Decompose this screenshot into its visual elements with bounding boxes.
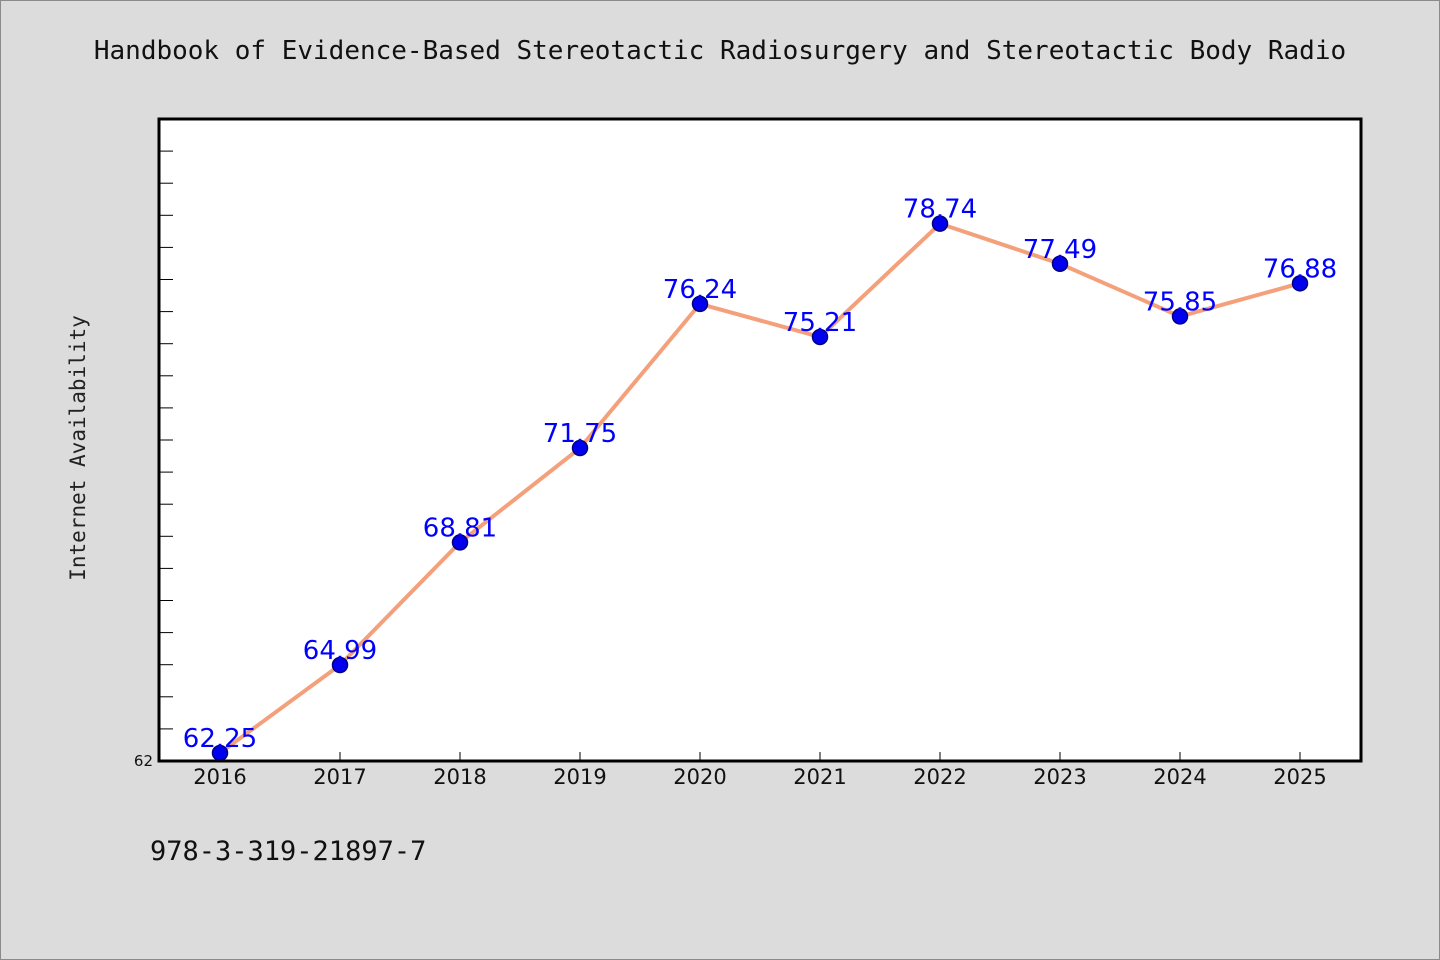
x-tick-label: 2019 (553, 765, 606, 789)
x-tick-label: 2018 (433, 765, 486, 789)
data-point (571, 439, 589, 457)
data-label: 78.74 (903, 195, 977, 225)
data-point (931, 215, 949, 232)
x-tick-label: 2016 (193, 765, 246, 789)
data-point (1291, 275, 1309, 292)
x-tick-label: 2025 (1273, 765, 1326, 789)
plot-area (159, 119, 1361, 761)
x-tick-label: 2020 (673, 765, 726, 789)
y-tick-labels: 62 (134, 752, 153, 770)
x-tick-labels: 2016 2017 2018 2019 2020 2021 2022 2023 2024 2025 (193, 765, 1326, 789)
data-label: 62.25 (183, 724, 257, 754)
data-label: 77.49 (1023, 235, 1097, 265)
y-minor-ticks (159, 150, 173, 730)
data-label: 75.21 (783, 308, 857, 338)
x-tick-label: 2024 (1153, 765, 1206, 789)
data-label: 68.81 (423, 513, 497, 543)
isbn-footer: 978-3-319-21897-7 (150, 836, 427, 867)
x-tick-label: 2022 (913, 765, 966, 789)
data-point (1171, 308, 1189, 325)
data-point (691, 295, 709, 313)
plot-border (157, 117, 1363, 763)
data-label: 76.24 (663, 275, 737, 305)
series-line (218, 221, 1302, 755)
series-markers (211, 215, 1309, 762)
x-tick-label: 2023 (1033, 765, 1086, 789)
data-labels: 62.25 64.99 68.81 71.75 76.24 75.21 78.74 77.49… (183, 195, 1337, 754)
data-label: 76.88 (1263, 254, 1337, 284)
data-label: 64.99 (303, 636, 377, 666)
data-point (331, 656, 349, 674)
data-point (1051, 255, 1069, 273)
data-label: 75.85 (1143, 287, 1217, 317)
data-label: 71.75 (543, 419, 617, 449)
data-point (451, 534, 469, 551)
y-tick-label: 62 (134, 752, 153, 770)
chart-title: Handbook of Evidence-Based Stereotactic … (93, 36, 1347, 66)
x-tick-label: 2017 (313, 765, 366, 789)
data-point (811, 328, 829, 346)
x-tick-label: 2021 (793, 765, 846, 789)
